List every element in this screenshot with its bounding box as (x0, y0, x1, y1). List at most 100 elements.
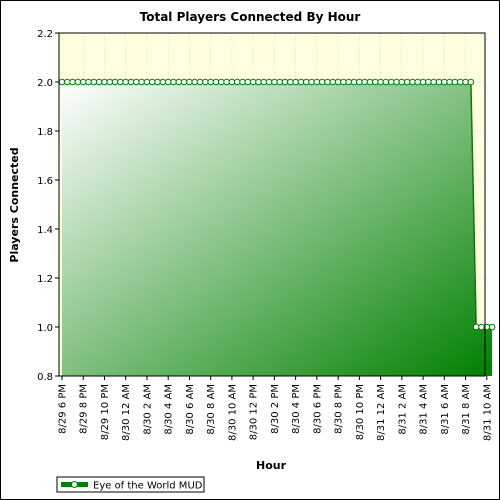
data-point (361, 78, 368, 86)
y-tick-label: 0.8 (37, 372, 53, 383)
data-point (154, 78, 161, 86)
data-point (186, 78, 193, 86)
data-point (292, 78, 299, 86)
chart-title: Total Players Connected By Hour (140, 10, 361, 24)
data-point (281, 78, 289, 86)
data-point (387, 78, 395, 86)
data-point (218, 78, 225, 86)
data-point (403, 78, 411, 86)
y-tick-label: 1.6 (37, 176, 53, 187)
data-point (233, 78, 241, 86)
data-point (122, 78, 130, 86)
x-axis-label: Hour (256, 459, 287, 472)
x-axis: 8/29 6 PM 8/29 8 PM 8/29 10 PM 8/30 12 AM 8/… (58, 376, 493, 441)
x-tick-label: 8/30 8 AM (206, 384, 217, 435)
data-point (260, 78, 268, 86)
x-tick-label: 8/30 10 PM (355, 384, 366, 440)
data-point (467, 78, 475, 86)
data-point (170, 78, 177, 86)
data-point (356, 78, 363, 86)
y-tick-label: 1.8 (37, 127, 53, 138)
data-point (85, 78, 92, 86)
data-point (425, 78, 432, 86)
x-tick-label: 8/30 4 AM (164, 384, 175, 435)
data-point (79, 78, 87, 86)
data-point (58, 78, 66, 86)
x-tick-label: 8/29 6 PM (58, 384, 69, 434)
x-tick-label: 8/31 2 AM (397, 384, 408, 435)
data-point (409, 78, 416, 86)
x-tick-label: 8/31 4 AM (419, 384, 430, 435)
x-tick-label: 8/31 6 AM (440, 384, 451, 435)
x-tick-label: 8/30 8 PM (334, 384, 345, 434)
data-point (329, 78, 337, 86)
data-point (202, 78, 209, 86)
y-tick-label: 2.0 (37, 78, 53, 89)
data-point (441, 78, 448, 86)
data-point (244, 78, 252, 86)
data-point (64, 78, 71, 86)
data-point (393, 78, 400, 86)
data-point (456, 78, 464, 86)
data-point (180, 78, 188, 86)
x-tick-label: 8/30 6 AM (185, 384, 196, 435)
series-points (58, 78, 496, 331)
x-tick-label: 8/30 12 AM (121, 384, 132, 441)
data-point (302, 78, 310, 86)
y-axis-label: Players Connected (8, 147, 21, 262)
plot-border (58, 32, 486, 377)
data-point (340, 78, 347, 86)
x-tick-label: 8/30 10 AM (227, 384, 238, 441)
data-point (196, 78, 204, 86)
data-point (117, 78, 124, 86)
data-point (472, 323, 480, 331)
data-point (350, 78, 358, 86)
legend: Eye of the World MUD (56, 476, 205, 493)
data-point (223, 78, 230, 86)
data-point (159, 78, 167, 86)
data-point (377, 78, 384, 86)
data-point (382, 78, 390, 86)
x-tick-label: 8/31 8 AM (461, 384, 472, 435)
data-point (265, 78, 273, 86)
legend-marker-icon (71, 481, 78, 488)
data-point (74, 78, 82, 86)
data-point (191, 78, 199, 86)
data-point (435, 78, 443, 86)
y-tick-label: 1.4 (37, 225, 53, 236)
data-point (228, 78, 236, 86)
data-point (90, 78, 98, 86)
x-tick-label: 8/30 2 PM (270, 384, 281, 434)
data-point (478, 323, 485, 331)
y-tick-label: 1.2 (37, 274, 53, 285)
data-point (446, 78, 453, 86)
data-point (488, 323, 496, 331)
x-tick-label: 8/31 12 AM (376, 384, 387, 441)
data-point (143, 78, 151, 86)
data-point (334, 78, 342, 86)
data-point (69, 78, 76, 86)
x-tick-label: 8/30 6 PM (312, 384, 323, 434)
data-point (287, 78, 294, 86)
x-tick-label: 8/29 8 PM (79, 384, 90, 434)
data-point (95, 78, 103, 86)
series-area (62, 82, 493, 376)
data-point (255, 78, 262, 86)
data-point (133, 78, 140, 86)
y-axis: 0.8 1.0 1.2 1.4 1.6 1.8 2.0 2.2 (37, 29, 59, 383)
x-tick-label: 8/31 10 AM (482, 384, 493, 441)
y-tick-label: 2.2 (37, 29, 53, 40)
data-point (276, 78, 284, 86)
data-point (127, 78, 135, 86)
x-tick-label: 8/30 12 PM (249, 384, 260, 440)
data-point (164, 78, 172, 86)
data-point (297, 78, 305, 86)
data-point (313, 78, 321, 86)
data-point (398, 78, 406, 86)
legend-box (56, 476, 205, 493)
x-tick-label: 8/30 4 PM (291, 384, 302, 434)
x-tick-label: 8/30 2 AM (142, 384, 153, 435)
data-point (111, 78, 119, 86)
data-point (371, 78, 379, 86)
